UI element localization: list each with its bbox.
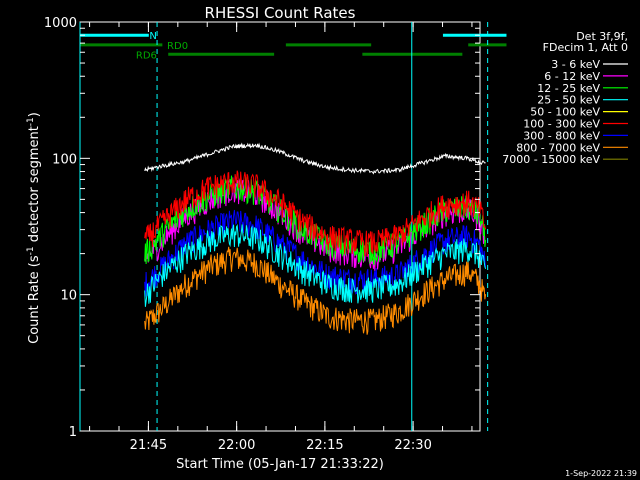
- y-axis-label-exponent-2: -1: [26, 117, 36, 126]
- y-axis-label-end: ): [27, 112, 42, 117]
- legend-label: 6 - 12 keV: [544, 70, 600, 83]
- y-tick-label: 1: [69, 425, 77, 440]
- x-tick-label: 22:15: [306, 438, 343, 453]
- series-line-7: [144, 246, 487, 335]
- legend-label: 12 - 25 keV: [537, 82, 600, 95]
- state-annotation: N: [149, 31, 156, 42]
- legend-label: 50 - 100 keV: [530, 106, 600, 119]
- x-tick-label: 22:00: [218, 438, 255, 453]
- y-axis-label: Count Rate (s-1 detector segment-1): [26, 112, 42, 344]
- y-tick-label: 10: [60, 289, 77, 304]
- series-line-0: [144, 142, 486, 175]
- y-tick-label: 100: [52, 152, 77, 167]
- y-axis-label-middle: detector segment: [27, 126, 42, 246]
- legend-label: 100 - 300 keV: [523, 118, 600, 131]
- x-tick-label: 22:30: [394, 438, 431, 453]
- legend-label: 25 - 50 keV: [537, 94, 600, 107]
- legend-label: 800 - 7000 keV: [516, 141, 600, 154]
- annotations-group: N RD0 RD6: [136, 31, 188, 61]
- state-annotation: RD6: [136, 50, 157, 61]
- legend-label: 3 - 6 keV: [551, 58, 600, 71]
- legend-header-1: Det 3f,9f,: [576, 30, 628, 43]
- interval-markers: [79, 22, 489, 431]
- legend-label: 7000 - 15000 keV: [502, 153, 600, 166]
- footer-date: 1-Sep-2022 21:39: [565, 469, 637, 478]
- y-axis: 1 10 100 1000: [44, 16, 480, 440]
- series-line-6: [144, 209, 487, 297]
- legend-label: 300 - 800 keV: [523, 129, 600, 142]
- chart-title: RHESSI Count Rates: [205, 4, 356, 22]
- y-axis-label-exponent: -1: [26, 246, 36, 255]
- attenuator-state-bars: [80, 33, 507, 56]
- series-group: [144, 142, 487, 335]
- y-tick-label: 1000: [44, 16, 77, 31]
- x-axis: 21:45 22:00 22:15 22:30: [89, 22, 473, 453]
- x-axis-label: Start Time (05-Jan-17 21:33:22): [176, 457, 384, 472]
- legend-header-2: FDecim 1, Att 0: [543, 41, 628, 54]
- series-line-3: [144, 223, 487, 307]
- series-line-5: [144, 170, 487, 257]
- x-tick-label: 21:45: [130, 438, 167, 453]
- state-annotation: RD0: [167, 41, 188, 52]
- y-axis-label-main: Count Rate (s: [27, 255, 42, 344]
